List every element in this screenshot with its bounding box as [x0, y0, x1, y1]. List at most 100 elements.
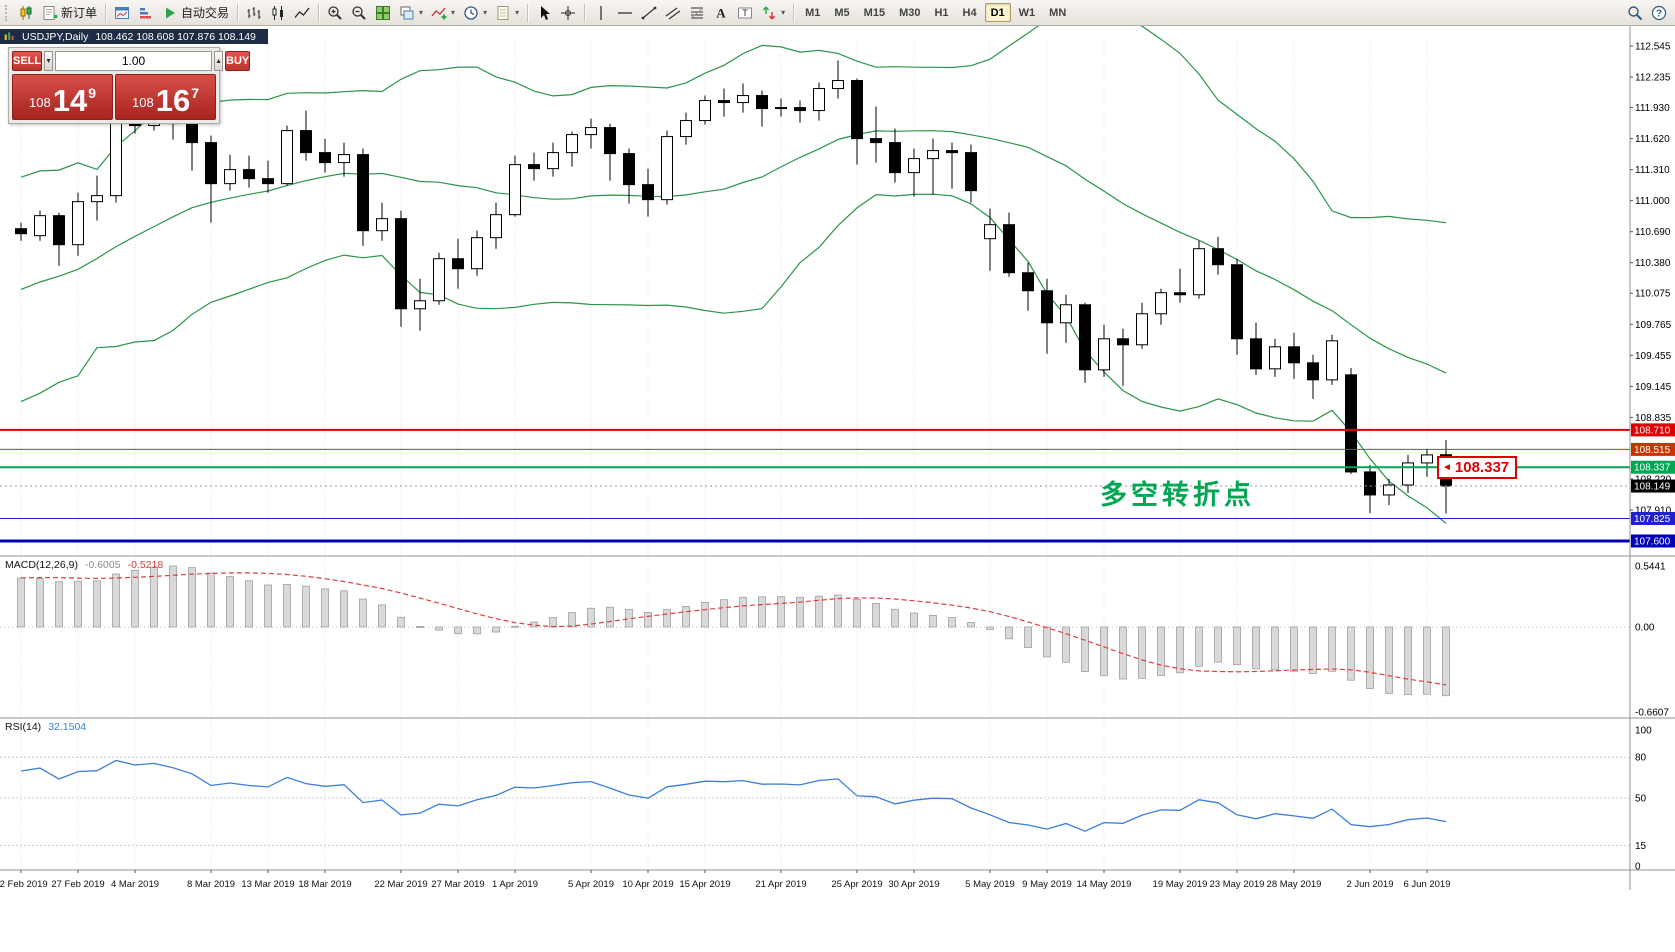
macd-histogram-bar: [226, 576, 234, 628]
candle: [908, 158, 920, 174]
text-button[interactable]: A: [709, 2, 733, 24]
candle: [661, 136, 673, 201]
timeframe-m15-button[interactable]: M15: [863, 6, 886, 19]
price-axis-label: 109.765: [1635, 320, 1672, 331]
horizontal-line-button[interactable]: [613, 2, 637, 24]
candle: [34, 215, 46, 237]
candle: [870, 138, 882, 144]
volume-up-button[interactable]: ▲: [214, 51, 223, 71]
bar-chart-button[interactable]: [242, 2, 266, 24]
tile-windows-icon: [375, 5, 391, 21]
macd-axis-label: 0.5441: [1635, 562, 1666, 573]
periods-button[interactable]: ▾: [459, 2, 491, 24]
macd-histogram-bar: [910, 612, 918, 628]
trendline-button[interactable]: [637, 2, 661, 24]
price-axis-badge: [1631, 460, 1675, 474]
one-click-trading-panel: SELL ▼ ▲ BUY 108 14 9 108 16 7: [8, 47, 251, 124]
timeframe-m5-button[interactable]: M5: [834, 6, 850, 19]
timeframe-m1-button[interactable]: M1: [805, 6, 821, 19]
macd-histogram-bar: [834, 594, 842, 628]
price-axis-badge-label: 108.149: [1634, 482, 1671, 493]
candle: [1212, 248, 1224, 266]
bollinger-upper-band: [20, 26, 1447, 224]
timeframe-mn-button[interactable]: MN: [1049, 6, 1067, 19]
candle: [984, 224, 996, 240]
search-button[interactable]: [1623, 2, 1647, 24]
candle: [338, 154, 350, 164]
candle: [642, 184, 654, 201]
timeframe-w1-button[interactable]: W1: [1018, 6, 1036, 19]
macd-histogram-bar: [815, 595, 823, 628]
macd-histogram-bar: [587, 607, 595, 628]
fibonacci-button[interactable]: [685, 2, 709, 24]
candle: [110, 111, 122, 197]
ask-price-button[interactable]: 108 16 7: [115, 74, 216, 120]
tile-windows-button[interactable]: [371, 2, 395, 24]
macd-histogram-bar: [1404, 626, 1412, 696]
text-label-button[interactable]: T: [733, 2, 757, 24]
macd-histogram-bar: [1157, 626, 1165, 676]
toolbar-button-label: 新订单: [61, 6, 98, 20]
price-axis-badge-label: 108.337: [1634, 463, 1671, 474]
bollinger-middle-band: [20, 130, 1447, 374]
chart-symbol-period: USDJPY,Daily: [22, 30, 89, 43]
macd-histogram-bar: [378, 604, 386, 628]
channel-button[interactable]: [661, 2, 685, 24]
volume-down-button[interactable]: ▼: [44, 51, 54, 71]
market-depth-button[interactable]: [134, 2, 158, 24]
candle: [376, 218, 388, 232]
chart-canvas[interactable]: 112.545 112.235 111.930 111.620 111.310 111.0…: [0, 26, 1675, 952]
templates-button[interactable]: ▾: [491, 2, 523, 24]
templates-icon: [495, 5, 511, 21]
buy-button[interactable]: BUY: [225, 51, 251, 71]
candle: [281, 130, 293, 185]
macd-histogram-bar: [853, 598, 861, 628]
autotrading-button[interactable]: 自动交易: [158, 2, 233, 24]
candle: [737, 95, 749, 104]
zoom-out-button[interactable]: [347, 2, 371, 24]
bid-price-button[interactable]: 108 14 9: [12, 74, 113, 120]
cursor-icon: [536, 5, 552, 21]
candlestick-chart-button[interactable]: [266, 2, 290, 24]
new-order-button[interactable]: 新订单: [38, 2, 101, 24]
timeframe-h4-button[interactable]: H4: [962, 6, 977, 19]
macd-histogram-bar: [606, 606, 614, 628]
toolbar-separator: [793, 3, 795, 22]
svg-text:?: ?: [1656, 8, 1662, 19]
macd-histogram-bar: [169, 565, 177, 628]
price-axis-label: 111.000: [1635, 196, 1670, 207]
timeframe-d1-button[interactable]: D1: [984, 3, 1011, 22]
line-chart-icon: [294, 5, 310, 21]
chart-icon: [4, 31, 15, 42]
rsi-name: RSI(14): [5, 721, 42, 733]
price-level-flag[interactable]: ◄ 108.337: [1437, 456, 1518, 479]
price-axis-label: 109.455: [1635, 351, 1672, 362]
timeframe-h1-button[interactable]: H1: [934, 6, 949, 19]
ask-point: 7: [191, 85, 199, 101]
new-chart-button[interactable]: [110, 2, 134, 24]
toolbar-separator: [584, 3, 586, 22]
line-chart-button[interactable]: [290, 2, 314, 24]
zoom-in-button[interactable]: [323, 2, 347, 24]
help-button[interactable]: ?: [1647, 2, 1671, 24]
left-arrow-icon: ◄: [1442, 462, 1452, 473]
candle: [186, 123, 198, 144]
chart-annotation-text: 多空转折点: [1100, 480, 1255, 510]
volume-input[interactable]: [55, 51, 213, 71]
macd-histogram-bar: [1100, 626, 1108, 677]
crosshair-button[interactable]: [556, 2, 580, 24]
vertical-line-button[interactable]: [589, 2, 613, 24]
candle: [452, 258, 464, 270]
cursor-button[interactable]: [532, 2, 556, 24]
rsi-axis-label: 15: [1635, 841, 1647, 852]
candle: [243, 169, 255, 180]
timeframe-m30-button[interactable]: M30: [899, 6, 921, 19]
candle: [395, 218, 407, 310]
cascade-windows-button[interactable]: ▾: [395, 2, 427, 24]
indicators-button[interactable]: ▾: [427, 2, 459, 24]
price-axis-label: 107.910: [1635, 505, 1672, 516]
toolbar-grip[interactable]: [5, 4, 10, 21]
sell-button[interactable]: SELL: [12, 51, 43, 71]
arrows-button[interactable]: ▾: [757, 2, 789, 24]
dropdown-arrow-icon: ▾: [451, 8, 456, 17]
